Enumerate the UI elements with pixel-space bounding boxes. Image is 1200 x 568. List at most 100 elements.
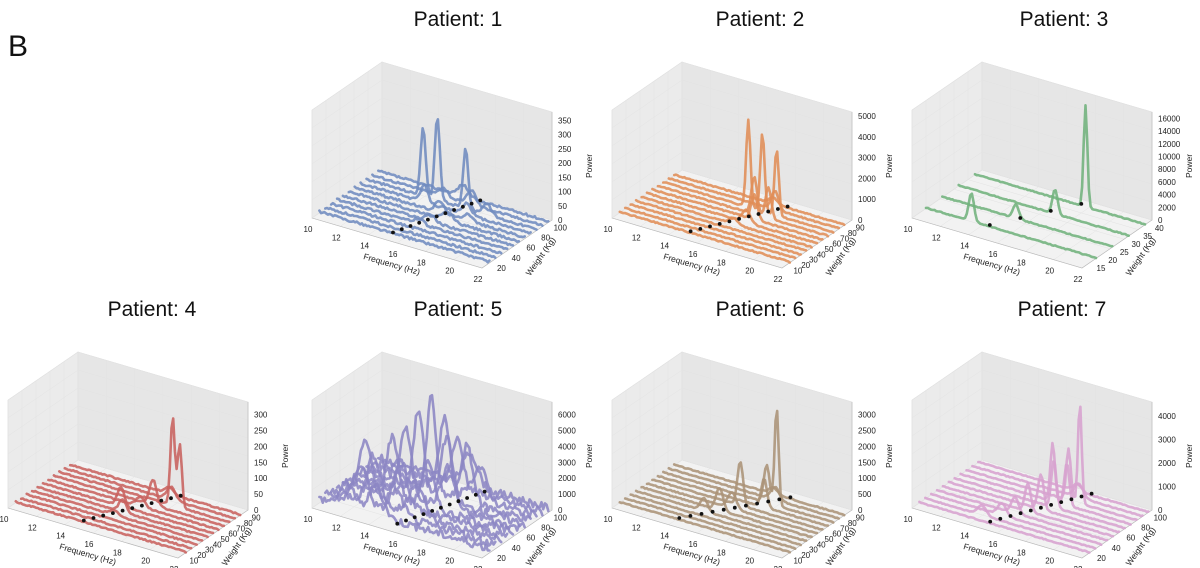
series-line-weight-15 bbox=[14, 499, 188, 554]
peak-marker bbox=[755, 501, 759, 506]
peak-marker bbox=[987, 223, 992, 227]
x-tick-label: 20 bbox=[1045, 557, 1054, 566]
grid-line bbox=[681, 62, 853, 221]
y-tick-label: 80 bbox=[848, 519, 857, 528]
x-tick-label: 22 bbox=[474, 565, 483, 568]
y-tick-label: 60 bbox=[832, 530, 841, 539]
series-line-weight-22 bbox=[623, 206, 797, 260]
series-line-weight-43 bbox=[640, 485, 813, 539]
peak-marker bbox=[473, 492, 478, 497]
series-line-weight-36 bbox=[30, 489, 204, 542]
z-tick-label: 200 bbox=[558, 159, 572, 168]
grid-line bbox=[939, 380, 1111, 540]
peak-marker bbox=[698, 227, 703, 231]
peak-marker bbox=[391, 230, 395, 235]
series-line-weight-78 bbox=[63, 466, 237, 520]
peak-marker bbox=[120, 508, 125, 513]
peak-marker bbox=[140, 503, 144, 508]
series-line-weight-36 bbox=[929, 492, 1103, 547]
z-tick-label: 2000 bbox=[558, 474, 576, 483]
z-tick-label: 5000 bbox=[558, 427, 576, 436]
series-line-weight-36 bbox=[634, 198, 808, 252]
y-tick-label: 20 bbox=[801, 261, 810, 270]
y-tick-label: 20 bbox=[497, 554, 506, 563]
axis-edge bbox=[311, 112, 553, 269]
z-tick-label: 250 bbox=[558, 145, 572, 154]
peak-marker bbox=[91, 516, 96, 520]
x-tick-label: 14 bbox=[960, 242, 969, 251]
x-tick-label: 18 bbox=[417, 258, 426, 267]
y-tick-label: 20 bbox=[197, 551, 206, 560]
peak-marker bbox=[465, 496, 469, 500]
z-tick-label: 2000 bbox=[1158, 459, 1176, 468]
z-tick-label: 3000 bbox=[858, 411, 876, 420]
peak-marker bbox=[766, 499, 771, 504]
peak-marker bbox=[447, 502, 452, 507]
x-tick-label: 14 bbox=[660, 532, 669, 541]
grid-line bbox=[639, 380, 811, 540]
x-tick-label: 10 bbox=[604, 225, 613, 234]
peak-marker bbox=[756, 212, 761, 216]
peak-marker bbox=[169, 496, 173, 501]
z-axis-label: Power bbox=[584, 444, 594, 468]
x-tick-label: 14 bbox=[360, 532, 369, 541]
series-line-weight-84 bbox=[965, 405, 1138, 521]
peak-marker bbox=[456, 499, 461, 504]
peak-marker bbox=[766, 209, 771, 214]
peak-marker bbox=[737, 217, 741, 221]
x-tick-label: 12 bbox=[632, 523, 641, 532]
x-tick-label: 18 bbox=[717, 548, 726, 557]
series-line-weight-64 bbox=[52, 474, 226, 528]
x-tick-label: 16 bbox=[85, 540, 94, 549]
x-tick-label: 22 bbox=[774, 565, 783, 568]
z-tick-label: 2000 bbox=[1158, 203, 1176, 212]
peak-marker bbox=[785, 204, 790, 209]
y-tick-label: 100 bbox=[554, 514, 568, 523]
z-tick-label: 350 bbox=[558, 117, 572, 126]
x-tick-label: 18 bbox=[717, 258, 726, 267]
series-line-weight-20 bbox=[318, 209, 491, 264]
grid-line bbox=[681, 352, 853, 511]
grid-line bbox=[77, 352, 249, 511]
z-tick-label: 5000 bbox=[858, 112, 876, 121]
peak-marker bbox=[101, 513, 106, 518]
x-tick-label: 10 bbox=[304, 225, 313, 234]
y-tick-label: 60 bbox=[1126, 534, 1135, 543]
series-line-weight-36 bbox=[634, 489, 808, 542]
peak-marker bbox=[404, 518, 408, 523]
series-line-weight-28 bbox=[323, 206, 497, 260]
x-tick-label: 16 bbox=[689, 250, 698, 259]
peak-marker bbox=[1008, 514, 1013, 518]
peak-marker bbox=[111, 511, 115, 515]
y-tick-label: 50 bbox=[825, 245, 834, 254]
z-tick-label: 1500 bbox=[858, 458, 876, 467]
z-tick-label: 8000 bbox=[1158, 165, 1176, 174]
z-tick-label: 0 bbox=[558, 216, 563, 225]
peak-marker bbox=[777, 497, 782, 502]
y-tick-label: 40 bbox=[512, 544, 521, 553]
y-tick-label: 30 bbox=[205, 546, 214, 555]
y-tick-label: 20 bbox=[1108, 256, 1117, 265]
chart-title: Patient: 5 bbox=[414, 298, 503, 321]
y-tick-label: 20 bbox=[801, 551, 810, 560]
x-tick-label: 12 bbox=[932, 523, 941, 532]
z-tick-label: 2500 bbox=[858, 427, 876, 436]
y-tick-label: 25 bbox=[1120, 248, 1129, 257]
x-tick-label: 22 bbox=[1074, 275, 1083, 284]
peak-marker bbox=[1079, 494, 1084, 499]
y-tick-label: 60 bbox=[526, 244, 535, 253]
peak-marker bbox=[744, 503, 748, 508]
z-tick-label: 300 bbox=[558, 131, 572, 140]
series-line-weight-25 bbox=[940, 195, 1114, 248]
y-tick-label: 100 bbox=[1154, 514, 1168, 523]
x-tick-label: 18 bbox=[1017, 258, 1026, 267]
peak-marker bbox=[159, 498, 164, 503]
z-tick-label: 3000 bbox=[1158, 436, 1176, 445]
y-tick-label: 100 bbox=[554, 224, 568, 233]
peak-marker bbox=[408, 224, 413, 228]
